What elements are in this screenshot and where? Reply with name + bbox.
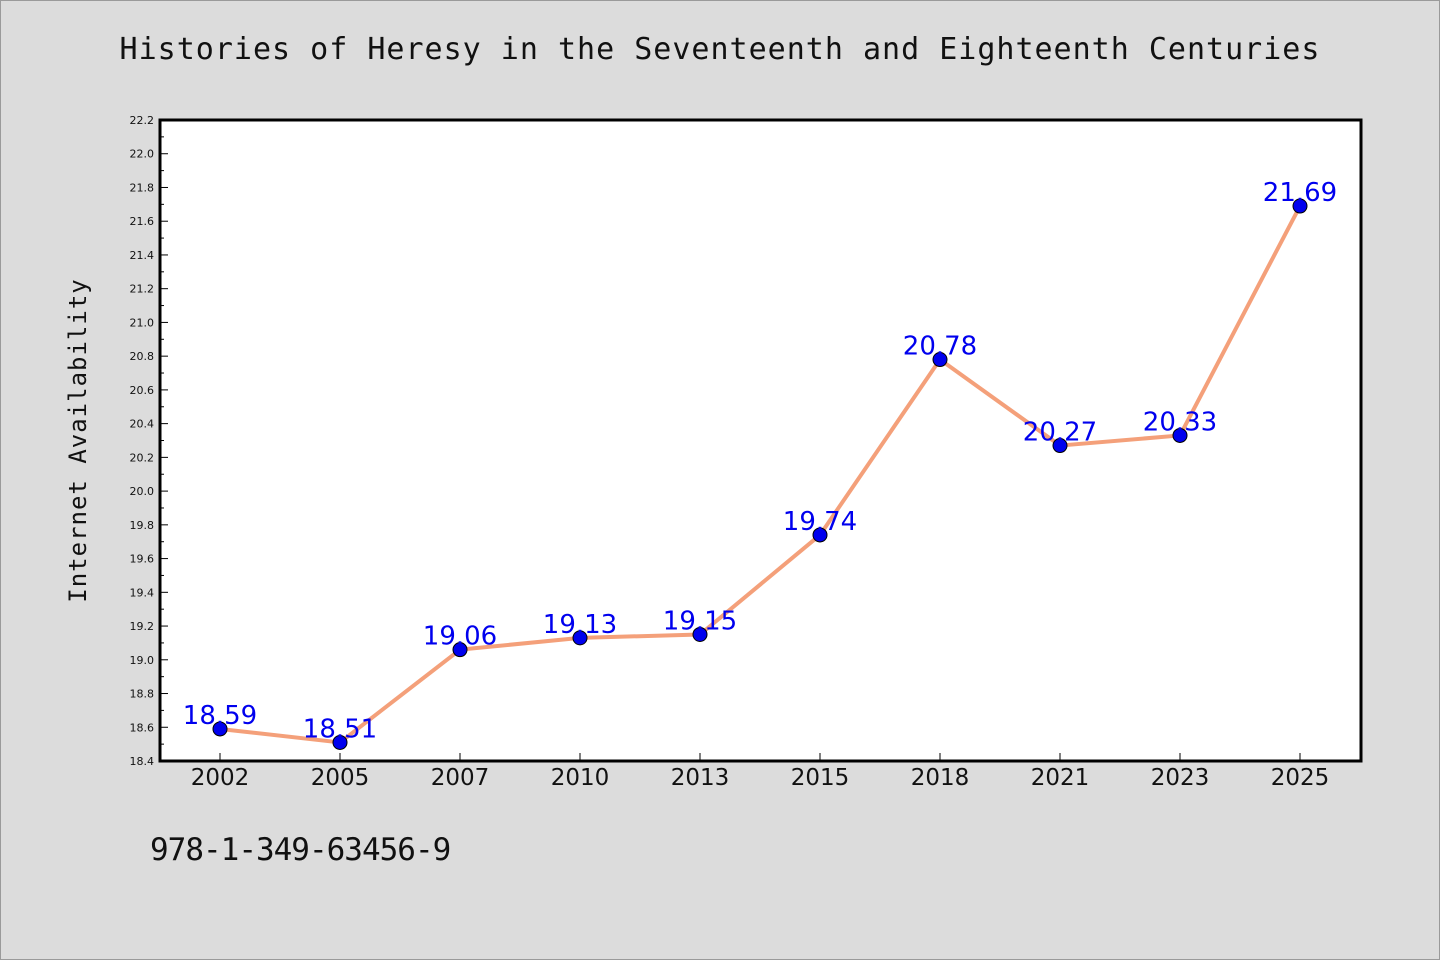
- series-line: [219, 205, 1302, 745]
- y-tick-label: 18.4: [130, 755, 155, 768]
- y-tick-label: 18.6: [130, 721, 155, 734]
- data-point: [212, 721, 228, 737]
- y-tick-label: 21.4: [130, 249, 155, 262]
- y-tick-label: 20.8: [130, 350, 155, 363]
- data-point: [1052, 438, 1068, 454]
- x-tick-label: 2015: [791, 765, 850, 791]
- y-tick-label: 19.8: [130, 519, 155, 532]
- data-point: [332, 734, 348, 750]
- data-point: [572, 630, 588, 646]
- y-tick-label: 20.6: [130, 384, 155, 397]
- data-label: 18.59: [183, 701, 257, 731]
- data-point: [1172, 427, 1188, 443]
- data-point: [932, 352, 948, 368]
- y-tick-label: 20.2: [130, 451, 155, 464]
- x-tick-label: 2023: [1151, 765, 1210, 791]
- y-tick-label: 19.0: [130, 654, 155, 667]
- data-label: 20.33: [1143, 407, 1217, 437]
- isbn-text: 978-1-349-63456-9: [150, 832, 451, 868]
- x-tick-label: 2002: [191, 765, 250, 791]
- data-point: [692, 626, 708, 642]
- y-tick-label: 20.0: [130, 485, 155, 498]
- x-tick-label: 2021: [1031, 765, 1090, 791]
- data-point: [452, 642, 468, 658]
- y-tick-label: 20.4: [130, 418, 155, 431]
- data-point: [812, 527, 828, 543]
- x-tick-label: 2005: [311, 765, 370, 791]
- x-tick-label: 2018: [911, 765, 970, 791]
- data-label: 20.78: [903, 332, 977, 362]
- chart-title: Histories of Heresy in the Seventeenth a…: [119, 32, 1321, 67]
- plot-area: [158, 118, 1363, 763]
- y-tick-label: 22.2: [130, 114, 155, 127]
- y-tick-label: 22.0: [130, 148, 155, 161]
- y-tick-label: 21.0: [130, 316, 155, 329]
- x-tick-label: 2013: [671, 765, 730, 791]
- x-tick-label: 2007: [431, 765, 490, 791]
- y-tick-label: 18.8: [130, 688, 155, 701]
- data-label: 19.15: [663, 606, 737, 636]
- y-tick-label: 21.6: [130, 215, 155, 228]
- data-point: [1292, 198, 1308, 214]
- y-tick-label: 19.4: [130, 586, 155, 599]
- data-label: 20.27: [1023, 418, 1097, 448]
- data-label: 19.74: [783, 507, 857, 537]
- data-label: 19.13: [543, 610, 617, 640]
- data-label: 18.51: [303, 714, 377, 744]
- x-tick-label: 2010: [551, 765, 610, 791]
- y-tick-label: 21.2: [130, 283, 155, 296]
- y-tick-label: 19.2: [130, 620, 155, 633]
- y-tick-label: 21.8: [130, 181, 155, 194]
- data-label: 19.06: [423, 622, 497, 652]
- x-tick-label: 2025: [1271, 765, 1330, 791]
- y-axis-label: Internet Availability: [64, 278, 92, 602]
- data-label: 21.69: [1263, 178, 1337, 208]
- y-tick-label: 19.6: [130, 553, 155, 566]
